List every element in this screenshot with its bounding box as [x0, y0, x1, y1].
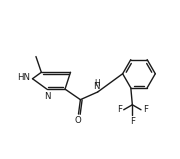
Text: N: N: [93, 82, 100, 91]
Text: F: F: [130, 117, 135, 126]
Text: H: H: [94, 79, 100, 88]
Text: F: F: [117, 105, 122, 114]
Text: HN: HN: [17, 73, 30, 83]
Text: F: F: [143, 105, 148, 114]
Text: N: N: [44, 92, 50, 101]
Text: O: O: [74, 116, 81, 125]
